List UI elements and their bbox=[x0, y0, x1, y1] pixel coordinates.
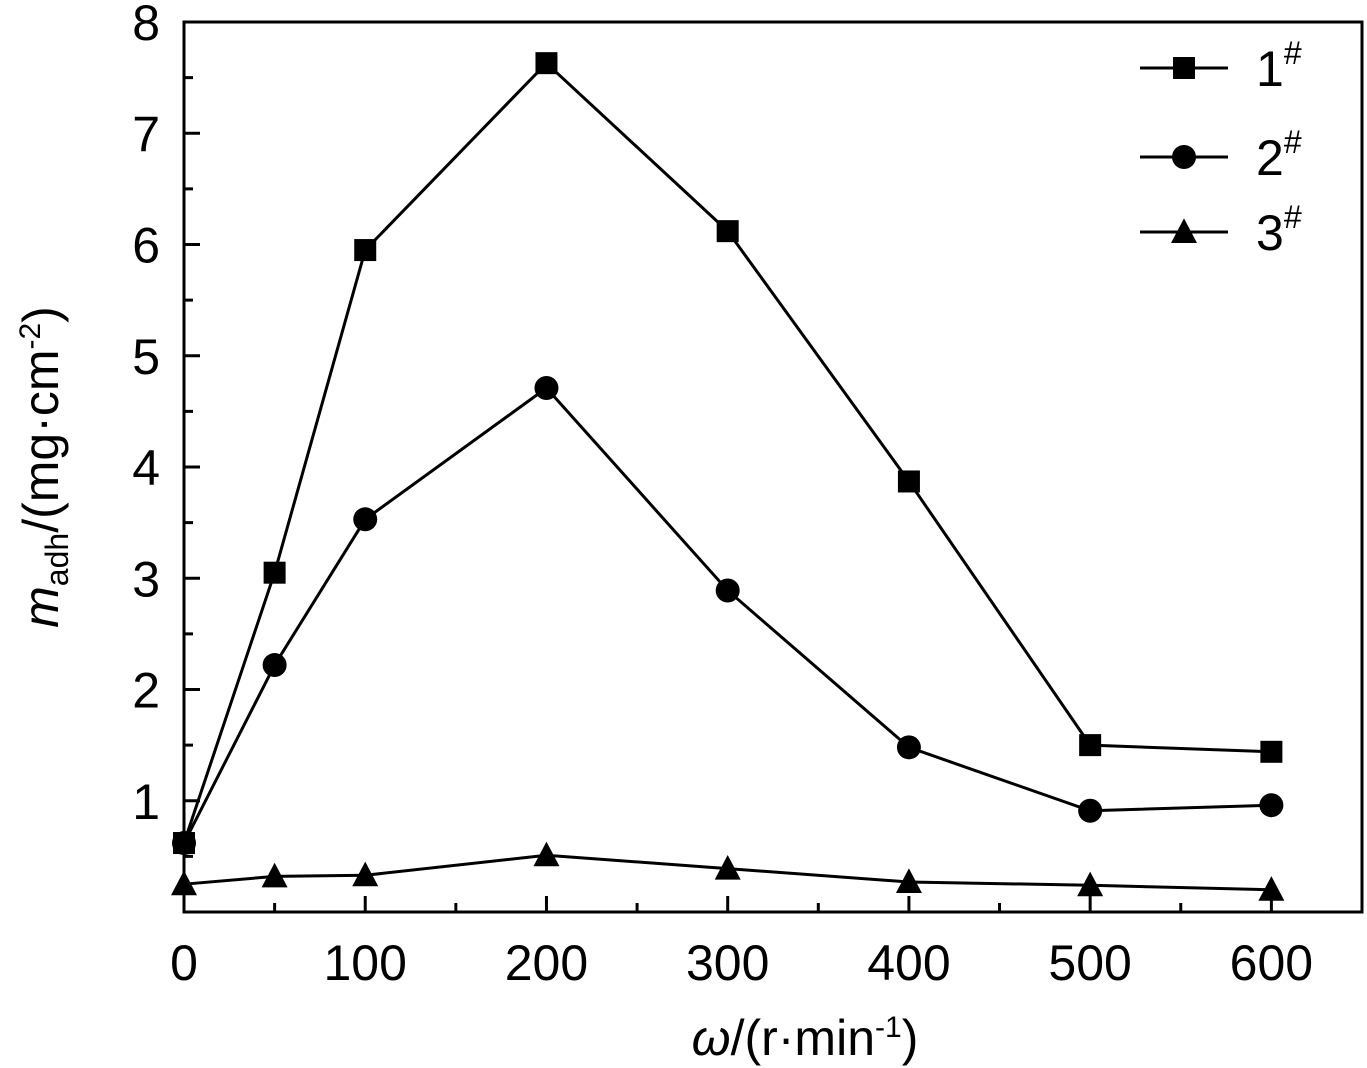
x-tick-label: 100 bbox=[324, 935, 407, 991]
legend-item-3: 3# bbox=[1140, 199, 1302, 261]
data-point-3 bbox=[714, 854, 741, 880]
data-point-1 bbox=[535, 52, 558, 75]
data-point-2 bbox=[896, 735, 921, 760]
data-point-2 bbox=[172, 831, 196, 856]
data-point-1 bbox=[716, 220, 739, 243]
y-tick-label: 8 bbox=[132, 0, 160, 51]
data-point-2 bbox=[1078, 798, 1103, 823]
data-point-2 bbox=[353, 507, 378, 532]
legend-label: 1# bbox=[1256, 35, 1302, 97]
x-tick-label: 0 bbox=[170, 935, 198, 991]
series-line-1 bbox=[182, 61, 1272, 844]
x-axis-title: ω/(r·min-1) bbox=[692, 1010, 919, 1066]
x-tick-label: 200 bbox=[505, 935, 588, 991]
data-point-3 bbox=[1077, 871, 1104, 897]
series-1 bbox=[173, 52, 1283, 855]
y-tick-label: 1 bbox=[132, 774, 160, 830]
data-point-2 bbox=[262, 653, 287, 678]
y-tick-label: 4 bbox=[132, 440, 160, 496]
data-point-3 bbox=[261, 862, 288, 888]
series-3 bbox=[171, 841, 1285, 901]
data-point-3 bbox=[1258, 876, 1285, 901]
legend-marker-square bbox=[1173, 57, 1195, 79]
data-point-2 bbox=[1259, 793, 1284, 818]
data-point-1 bbox=[354, 239, 377, 262]
y-tick-labels: 1 2 3 4 5 6 7 8 bbox=[132, 0, 160, 830]
legend-label: 3# bbox=[1256, 199, 1302, 261]
y-tick-label: 2 bbox=[132, 663, 160, 719]
data-point-3 bbox=[895, 868, 922, 893]
x-tick-labels: 0 100 200 300 400 500 600 bbox=[170, 935, 1313, 991]
data-point-2 bbox=[534, 376, 559, 401]
legend-label: 2# bbox=[1256, 124, 1302, 186]
series-layer bbox=[171, 52, 1285, 901]
x-tick-label: 600 bbox=[1230, 935, 1313, 991]
legend-marker-triangle bbox=[1171, 218, 1197, 243]
y-axis-title: madh/(mg·cm-2) bbox=[13, 306, 75, 628]
data-point-1 bbox=[897, 470, 920, 493]
legend-item-1: 1# bbox=[1140, 35, 1302, 97]
plot-frame bbox=[182, 20, 1364, 914]
data-point-2 bbox=[715, 578, 740, 603]
series-line-2 bbox=[182, 386, 1272, 844]
y-tick-label: 3 bbox=[132, 551, 160, 607]
data-point-3 bbox=[352, 861, 379, 887]
legend-marker-circle bbox=[1172, 145, 1196, 169]
y-tick-label: 6 bbox=[132, 218, 160, 274]
data-point-1 bbox=[263, 561, 286, 584]
data-point-3 bbox=[533, 841, 560, 867]
x-tick-label: 400 bbox=[867, 935, 950, 991]
data-point-1 bbox=[1260, 740, 1283, 763]
y-tick-label: 5 bbox=[132, 329, 160, 385]
x-tick-label: 300 bbox=[686, 935, 769, 991]
data-point-1 bbox=[1079, 734, 1102, 757]
legend-item-2: 2# bbox=[1140, 124, 1302, 186]
x-tick-label: 500 bbox=[1048, 935, 1131, 991]
series-2 bbox=[172, 376, 1284, 856]
series-line-3 bbox=[183, 853, 1272, 892]
y-tick-label: 7 bbox=[132, 106, 160, 162]
legend: 1# 2# 3# bbox=[1140, 35, 1302, 261]
data-point-3 bbox=[171, 870, 197, 896]
